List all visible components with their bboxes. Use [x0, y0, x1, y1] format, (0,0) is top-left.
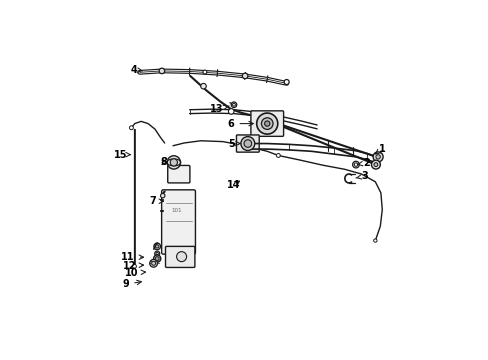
Circle shape	[154, 243, 160, 250]
Text: 9: 9	[122, 279, 141, 289]
Circle shape	[149, 260, 157, 267]
Text: 5: 5	[227, 139, 240, 149]
Circle shape	[132, 264, 136, 268]
Circle shape	[284, 80, 288, 85]
Text: 12: 12	[122, 261, 143, 270]
Text: 7: 7	[149, 196, 163, 206]
Circle shape	[373, 163, 377, 167]
Circle shape	[176, 252, 186, 262]
Text: 2: 2	[357, 158, 369, 168]
Circle shape	[154, 251, 160, 256]
Circle shape	[241, 136, 254, 150]
Circle shape	[160, 193, 164, 198]
Circle shape	[375, 155, 380, 159]
Text: 6: 6	[227, 118, 253, 129]
FancyBboxPatch shape	[165, 246, 195, 267]
Circle shape	[155, 245, 159, 248]
Circle shape	[261, 118, 272, 129]
Circle shape	[352, 161, 359, 168]
Circle shape	[264, 121, 269, 126]
Text: 13: 13	[210, 104, 228, 114]
Circle shape	[170, 159, 177, 166]
FancyBboxPatch shape	[162, 190, 195, 254]
Circle shape	[159, 68, 164, 74]
Circle shape	[228, 109, 233, 114]
Circle shape	[371, 160, 380, 169]
Circle shape	[129, 126, 133, 130]
Text: 14: 14	[227, 180, 240, 190]
FancyBboxPatch shape	[167, 166, 189, 183]
Circle shape	[256, 113, 277, 134]
Circle shape	[354, 163, 357, 166]
Circle shape	[203, 70, 206, 74]
Circle shape	[231, 102, 236, 108]
Text: 10: 10	[125, 268, 145, 278]
Text: 3: 3	[355, 171, 367, 181]
Circle shape	[153, 255, 161, 262]
Text: 11: 11	[121, 252, 143, 262]
Circle shape	[200, 84, 206, 89]
Text: 4: 4	[130, 64, 142, 75]
Circle shape	[244, 140, 251, 147]
Circle shape	[276, 153, 280, 157]
Circle shape	[232, 103, 235, 106]
Text: 15: 15	[113, 150, 130, 159]
Circle shape	[242, 73, 247, 79]
Text: 1: 1	[375, 144, 385, 154]
FancyBboxPatch shape	[236, 135, 259, 152]
Circle shape	[372, 152, 382, 162]
Circle shape	[373, 239, 376, 242]
Circle shape	[155, 257, 159, 261]
Circle shape	[156, 252, 158, 255]
Circle shape	[167, 156, 180, 169]
Text: 101: 101	[171, 208, 182, 213]
FancyBboxPatch shape	[250, 111, 283, 136]
Text: 8: 8	[161, 157, 167, 167]
